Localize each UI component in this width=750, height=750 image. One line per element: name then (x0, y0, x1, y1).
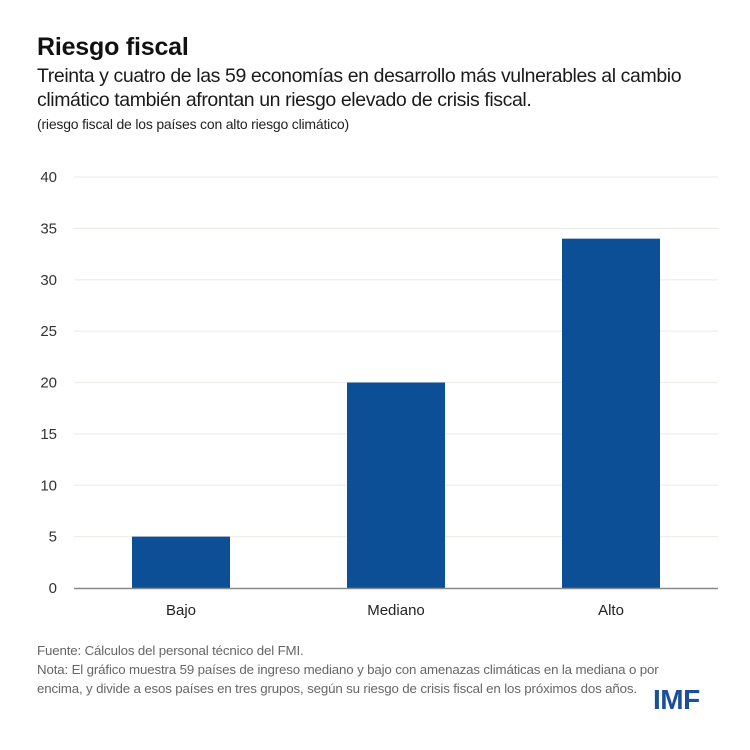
y-tick-label: 30 (40, 272, 57, 289)
y-tick-label: 0 (49, 580, 57, 597)
bar-bajo (132, 536, 230, 588)
y-tick-label: 35 (40, 220, 57, 237)
y-tick-label: 15 (40, 426, 57, 443)
bar-mediano (347, 382, 445, 588)
x-category-label: Mediano (367, 602, 425, 619)
x-axis-labels: Bajo Mediano Alto (166, 602, 624, 619)
chart-title: Riesgo fiscal (37, 33, 189, 61)
y-tick-label: 20 (40, 375, 57, 392)
y-tick-label: 40 (40, 169, 57, 186)
chart-units-note: (riesgo fiscal de los países con alto ri… (37, 116, 349, 132)
bar-alto (562, 238, 660, 588)
x-category-label: Alto (598, 602, 624, 619)
methodology-note: Nota: El gráfico muestra 59 países de in… (37, 662, 659, 696)
y-axis-ticks: 0 5 10 15 20 25 30 35 40 (40, 169, 57, 597)
y-tick-label: 5 (49, 529, 57, 546)
imf-logo: IMF (653, 684, 700, 715)
chart-subtitle: Treinta y cuatro de las 59 economías en … (37, 65, 682, 111)
y-tick-label: 25 (40, 323, 57, 340)
y-tick-label: 10 (40, 477, 57, 494)
source-note: Fuente: Cálculos del personal técnico de… (37, 643, 304, 658)
bars (132, 238, 660, 588)
chart-footnotes: Fuente: Cálculos del personal técnico de… (37, 641, 677, 698)
x-category-label: Bajo (166, 602, 196, 619)
